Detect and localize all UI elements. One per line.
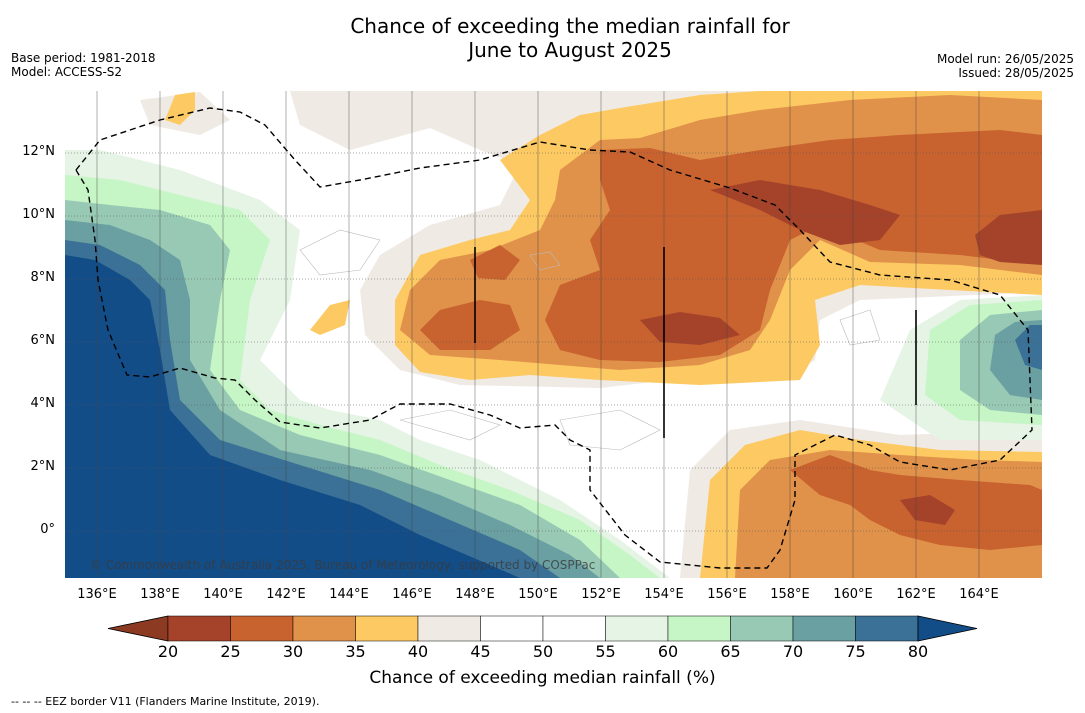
title-line-2: June to August 2025 bbox=[468, 38, 672, 62]
lon-label: 158°E bbox=[770, 587, 810, 602]
lon-label: 164°E bbox=[959, 587, 999, 602]
contour-80-plus-west bbox=[65, 255, 520, 578]
lat-label: 6°N bbox=[30, 333, 56, 348]
lat-label: 2°N bbox=[30, 459, 56, 474]
colorbar-segment bbox=[667, 615, 731, 642]
lon-label: 152°E bbox=[581, 587, 621, 602]
colorbar-segment bbox=[792, 615, 856, 642]
title-line-1: Chance of exceeding the median rainfall … bbox=[350, 14, 790, 38]
colorbar-tick-label: 70 bbox=[782, 642, 804, 661]
colorbar-segment bbox=[480, 615, 544, 642]
model-text: Model: ACCESS-S2 bbox=[11, 65, 123, 79]
contour-25-30-north bbox=[545, 130, 1042, 362]
contour-25-30-west bbox=[420, 300, 520, 350]
colorbar-segment bbox=[605, 615, 669, 642]
faint-contour-lines bbox=[299, 229, 881, 451]
colorbar-tick-label: 35 bbox=[345, 642, 366, 661]
lon-label: 154°E bbox=[644, 587, 684, 602]
colorbar-tick-label: 20 bbox=[157, 642, 179, 661]
contour-20-25-east bbox=[975, 210, 1042, 265]
colorbar-segment bbox=[292, 615, 356, 642]
colorbar-tick-label: 50 bbox=[532, 642, 554, 661]
colorbar-extend-high bbox=[917, 615, 978, 642]
lon-label: 136°E bbox=[77, 587, 117, 602]
colorbar-segment bbox=[730, 615, 794, 642]
base-period-info: Base period: 1981-2018 Model: ACCESS-S2 bbox=[11, 51, 156, 79]
map-title: Chance of exceeding the median rainfall … bbox=[0, 14, 1085, 62]
lon-label: 144°E bbox=[329, 587, 369, 602]
lon-label: 146°E bbox=[392, 587, 432, 602]
colorbar-tick-label: 40 bbox=[407, 642, 429, 661]
meridians bbox=[96, 91, 980, 578]
lon-label: 156°E bbox=[707, 587, 747, 602]
lat-label: 8°N bbox=[30, 270, 56, 285]
contour-35-40-small bbox=[310, 300, 350, 335]
lat-label: 12°N bbox=[22, 144, 55, 159]
lon-label: 148°E bbox=[455, 587, 495, 602]
lat-label: 0° bbox=[40, 522, 55, 537]
eez-footnote: -- -- -- EEZ border V11 (Flanders Marine… bbox=[11, 695, 320, 708]
lon-label: 160°E bbox=[833, 587, 873, 602]
colorbar-tick-label: 45 bbox=[470, 642, 491, 661]
model-run-info: Model run: 26/05/2025 Issued: 28/05/2025 bbox=[937, 52, 1074, 80]
model-run-text: Model run: 26/05/2025 bbox=[936, 52, 1074, 66]
lon-label: 142°E bbox=[266, 587, 306, 602]
contour-25-30-wcentre bbox=[470, 245, 520, 280]
contour-20-25-south bbox=[900, 495, 955, 525]
colorbar-extend-low bbox=[107, 615, 169, 642]
colorbar-segment bbox=[542, 615, 606, 642]
colorbar-segment bbox=[230, 615, 294, 642]
colorbar-segment bbox=[417, 615, 481, 642]
copyright-text: © Commonwealth of Australia 2025, Bureau… bbox=[90, 558, 596, 572]
gridlines bbox=[65, 152, 1042, 532]
colorbar-segment bbox=[167, 615, 231, 642]
lat-label: 10°N bbox=[22, 207, 55, 222]
colorbar-tick-label: 60 bbox=[657, 642, 679, 661]
colorbar-tick-label: 80 bbox=[907, 642, 929, 661]
lat-label: 4°N bbox=[30, 396, 56, 411]
map-field bbox=[65, 91, 1042, 578]
lon-label: 138°E bbox=[140, 587, 180, 602]
colorbar-tick-label: 65 bbox=[720, 642, 741, 661]
issued-text: Issued: 28/05/2025 bbox=[958, 66, 1074, 80]
contour-20-25-north bbox=[710, 180, 900, 245]
colorbar-tick-label: 75 bbox=[845, 642, 866, 661]
eez-border bbox=[75, 107, 1033, 569]
colorbar bbox=[107, 615, 978, 642]
colorbar-segment bbox=[355, 615, 419, 642]
contour-20-25-central bbox=[640, 312, 740, 345]
base-period-text: Base period: 1981-2018 bbox=[11, 51, 156, 65]
colorbar-tick-label: 55 bbox=[595, 642, 616, 661]
lon-label: 140°E bbox=[203, 587, 243, 602]
colorbar-segment bbox=[855, 615, 919, 642]
colorbar-tick-label: 25 bbox=[220, 642, 241, 661]
colorbar-tick-label: 30 bbox=[282, 642, 304, 661]
lon-label: 150°E bbox=[518, 587, 558, 602]
colorbar-title: Chance of exceeding median rainfall (%) bbox=[369, 668, 716, 688]
lon-label: 162°E bbox=[896, 587, 936, 602]
boundary-segments bbox=[474, 247, 917, 438]
